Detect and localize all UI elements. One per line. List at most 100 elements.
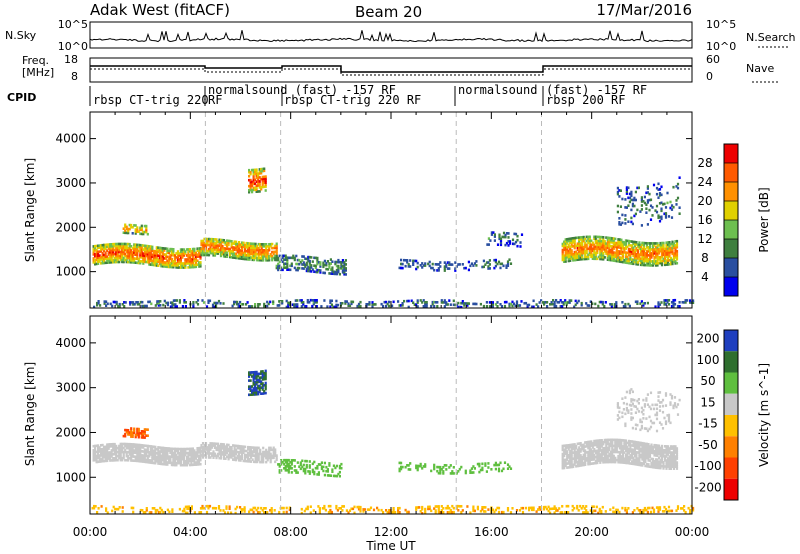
data-cell bbox=[235, 240, 238, 244]
data-cell bbox=[101, 255, 104, 259]
data-cell bbox=[106, 457, 109, 461]
data-cell bbox=[160, 456, 163, 460]
data-cell bbox=[608, 458, 611, 462]
data-cell bbox=[636, 463, 639, 466]
data-cell bbox=[218, 240, 221, 244]
data-cell bbox=[110, 459, 113, 462]
data-cell bbox=[163, 450, 166, 454]
data-cell bbox=[463, 304, 466, 307]
data-cell bbox=[641, 261, 644, 265]
data-cell bbox=[95, 258, 98, 262]
data-cell bbox=[229, 455, 232, 459]
data-cell bbox=[615, 245, 618, 249]
data-cell bbox=[587, 458, 590, 462]
data-cell bbox=[304, 467, 307, 471]
data-cell bbox=[195, 301, 198, 304]
data-cell bbox=[213, 238, 217, 241]
data-cell bbox=[620, 248, 623, 252]
data-cell bbox=[596, 439, 599, 442]
data-cell bbox=[458, 467, 461, 471]
data-cell bbox=[573, 254, 576, 258]
data-cell bbox=[232, 450, 235, 453]
data-cell bbox=[665, 467, 668, 470]
data-cell bbox=[627, 257, 630, 261]
data-cell bbox=[158, 458, 161, 461]
data-cell bbox=[254, 372, 257, 376]
data-cell bbox=[653, 248, 656, 251]
data-cell bbox=[611, 241, 614, 244]
data-cell bbox=[167, 461, 170, 464]
data-cell bbox=[100, 458, 103, 461]
data-cell bbox=[184, 301, 187, 304]
data-cell bbox=[633, 452, 636, 456]
data-cell bbox=[616, 406, 619, 409]
data-cell bbox=[605, 458, 608, 462]
data-cell bbox=[563, 466, 566, 470]
data-cell bbox=[113, 457, 116, 460]
data-cell bbox=[255, 174, 258, 177]
data-cell bbox=[295, 268, 298, 272]
data-cell bbox=[239, 445, 242, 448]
data-cell bbox=[213, 246, 217, 249]
data-cell bbox=[260, 257, 263, 260]
data-cell bbox=[263, 185, 266, 189]
data-cell bbox=[249, 172, 252, 176]
data-cell bbox=[581, 239, 584, 243]
data-cell bbox=[651, 248, 655, 251]
data-cell bbox=[274, 450, 277, 453]
data-cell bbox=[139, 255, 142, 259]
data-cell bbox=[611, 438, 614, 442]
data-cell bbox=[653, 443, 656, 447]
data-cell bbox=[284, 460, 287, 464]
data-cell bbox=[121, 248, 124, 252]
data-cell bbox=[139, 460, 142, 463]
data-cell bbox=[250, 452, 253, 455]
data-cell bbox=[511, 304, 514, 308]
data-cell bbox=[172, 459, 175, 463]
data-cell bbox=[596, 453, 599, 457]
data-cell bbox=[222, 455, 226, 458]
data-cell bbox=[629, 240, 632, 243]
data-cell bbox=[229, 449, 232, 453]
data-cell bbox=[587, 440, 590, 444]
data-cell bbox=[118, 304, 121, 308]
data-cell bbox=[605, 236, 608, 239]
data-cell bbox=[112, 258, 115, 262]
data-cell bbox=[648, 453, 652, 456]
data-cell bbox=[636, 443, 639, 446]
data-cell bbox=[287, 467, 290, 470]
data-cell bbox=[590, 243, 593, 247]
data-cell bbox=[157, 254, 160, 257]
data-cell bbox=[660, 217, 663, 221]
data-cell bbox=[224, 451, 227, 454]
data-cell bbox=[674, 250, 677, 253]
data-cell bbox=[494, 467, 497, 471]
data-cell bbox=[119, 458, 122, 462]
data-cell bbox=[633, 204, 636, 208]
data-cell bbox=[142, 460, 145, 463]
data-cell bbox=[644, 460, 647, 464]
data-cell bbox=[124, 231, 127, 235]
data-cell bbox=[172, 299, 175, 302]
data-cell bbox=[230, 448, 233, 451]
data-cell bbox=[216, 452, 220, 456]
data-cell bbox=[599, 249, 602, 253]
data-cell bbox=[97, 256, 100, 259]
data-cell bbox=[656, 242, 659, 245]
data-cell bbox=[178, 455, 181, 459]
data-cell bbox=[145, 226, 148, 230]
data-cell bbox=[653, 252, 656, 255]
data-cell bbox=[660, 249, 664, 253]
data-cell bbox=[251, 256, 254, 260]
data-cell bbox=[272, 246, 275, 250]
data-cell bbox=[555, 299, 558, 302]
data-cell bbox=[166, 255, 169, 259]
data-cell bbox=[616, 418, 619, 421]
data-cell bbox=[260, 386, 263, 389]
data-cell bbox=[602, 254, 605, 257]
data-cell bbox=[146, 244, 149, 248]
data-cell bbox=[570, 243, 573, 246]
data-cell bbox=[570, 251, 573, 254]
data-cell bbox=[569, 257, 572, 260]
data-cell bbox=[669, 248, 673, 252]
